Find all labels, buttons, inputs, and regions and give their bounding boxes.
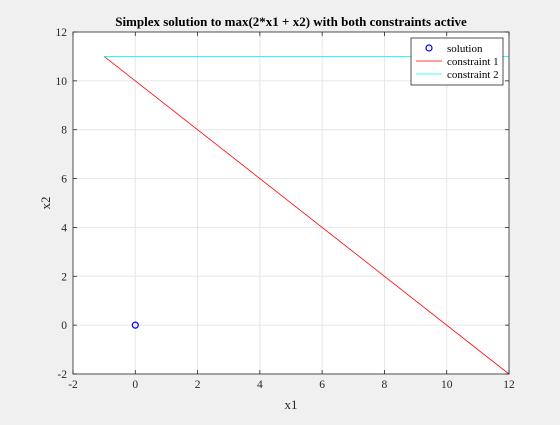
legend-label: solution (447, 43, 483, 55)
grid-lines (73, 32, 509, 374)
x-tick-label: -2 (68, 379, 78, 391)
tick-labels: -2 0 2 4 6 8 10 12 -2 0 2 4 6 8 10 12 (56, 27, 516, 391)
series-point-solution (131, 321, 139, 329)
y-axis-label: x2 (38, 197, 53, 210)
legend-label: constraint 1 (447, 56, 499, 68)
y-tick-label: 12 (56, 27, 68, 39)
y-tick-label: -2 (57, 369, 67, 381)
y-tick-label: 4 (61, 222, 67, 234)
x-tick-label: 12 (503, 379, 515, 391)
x-tick-label: 2 (195, 379, 201, 391)
y-tick-label: 10 (56, 76, 68, 88)
x-tick-label: 4 (257, 379, 263, 391)
legend-swatch-solution (425, 44, 433, 52)
axes-frame (72, 31, 510, 375)
axes-box (72, 31, 510, 375)
x-tick-label: 6 (319, 379, 325, 391)
x-tick-label: 8 (382, 379, 388, 391)
y-tick-label: 8 (61, 125, 67, 137)
x-tick-label: 10 (441, 379, 453, 391)
y-tick-label: 0 (61, 320, 67, 332)
y-tick-label: 6 (61, 174, 67, 186)
x-axis-label: x1 (285, 397, 298, 412)
x-tick-label: 0 (132, 379, 138, 391)
legend-label: constraint 2 (447, 69, 499, 81)
series-line-constraint-1 (103, 56, 510, 375)
y-tick-label: 2 (61, 271, 67, 283)
chart-title: Simplex solution to max(2*x1 + x2) with … (115, 14, 467, 29)
